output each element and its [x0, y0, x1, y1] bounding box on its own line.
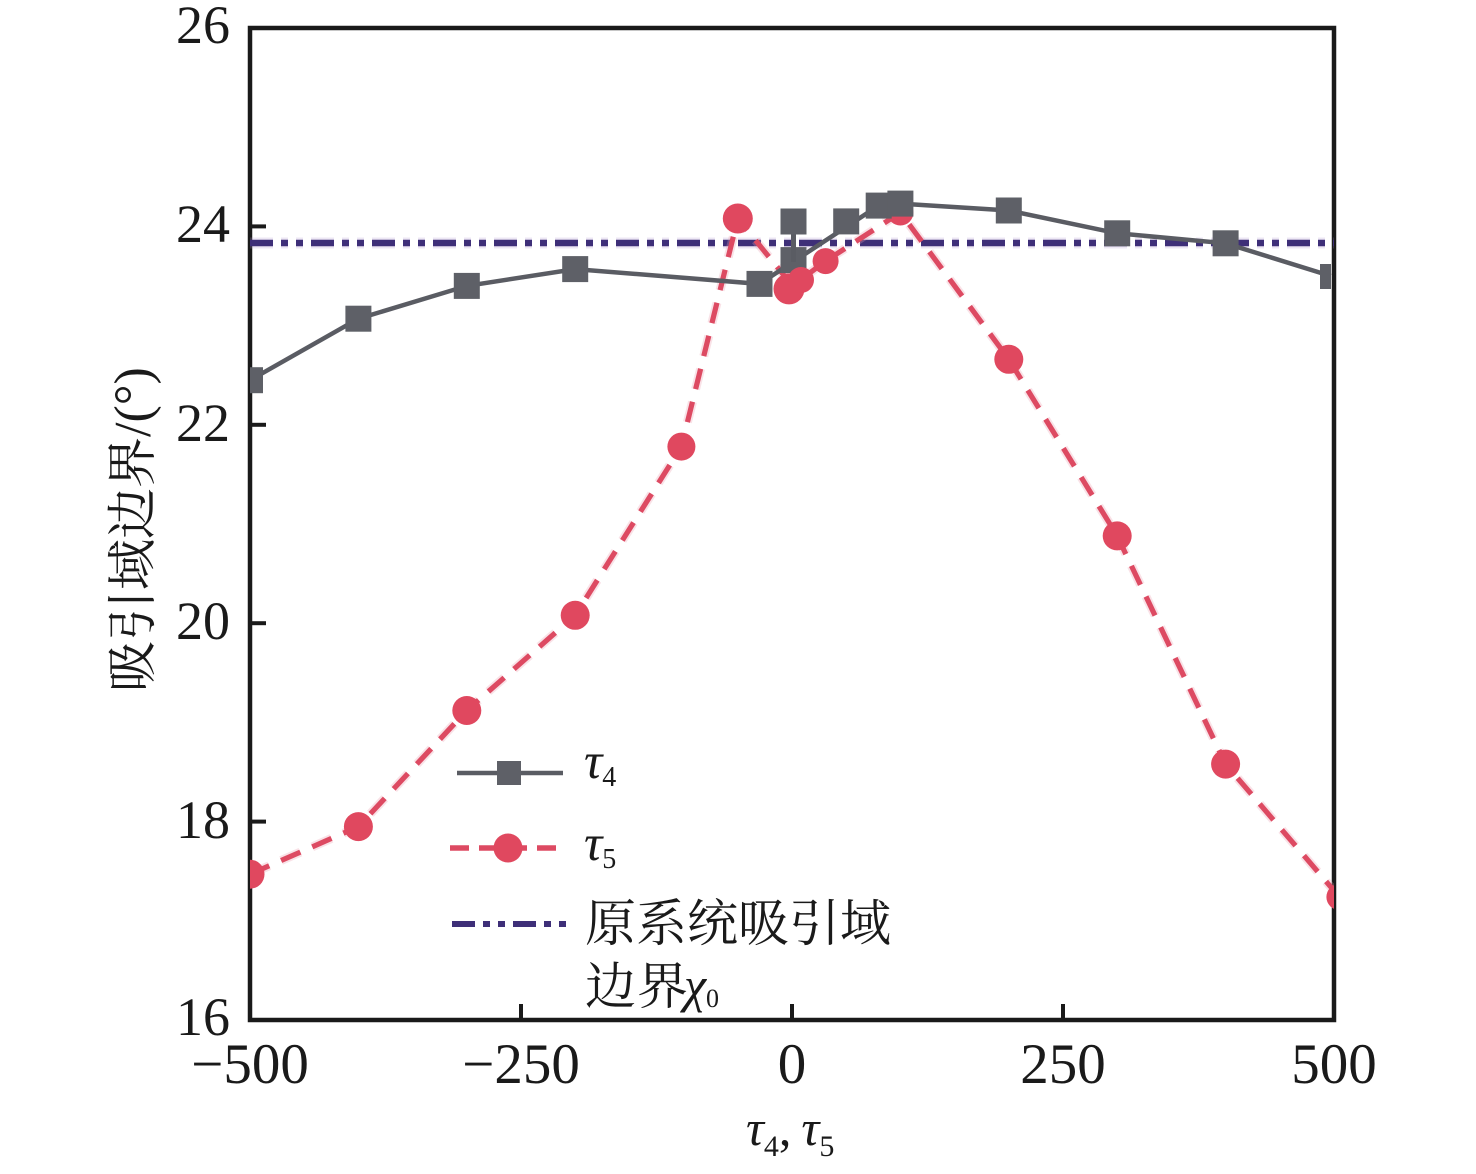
svg-text:22: 22 [176, 393, 230, 453]
svg-text:18: 18 [176, 790, 230, 850]
svg-text:500: 500 [1291, 1033, 1377, 1096]
svg-text:250: 250 [1020, 1033, 1106, 1096]
svg-text:−500: −500 [191, 1033, 309, 1096]
svg-text:26: 26 [176, 0, 230, 55]
svg-text:16: 16 [176, 987, 230, 1047]
svg-text:τ4: τ4 [584, 734, 616, 793]
svg-text:20: 20 [176, 591, 230, 651]
svg-text:−250: −250 [462, 1033, 580, 1096]
svg-text:/(°): /(°) [105, 367, 162, 437]
svg-text:24: 24 [176, 194, 230, 254]
svg-text:0: 0 [778, 1033, 807, 1096]
